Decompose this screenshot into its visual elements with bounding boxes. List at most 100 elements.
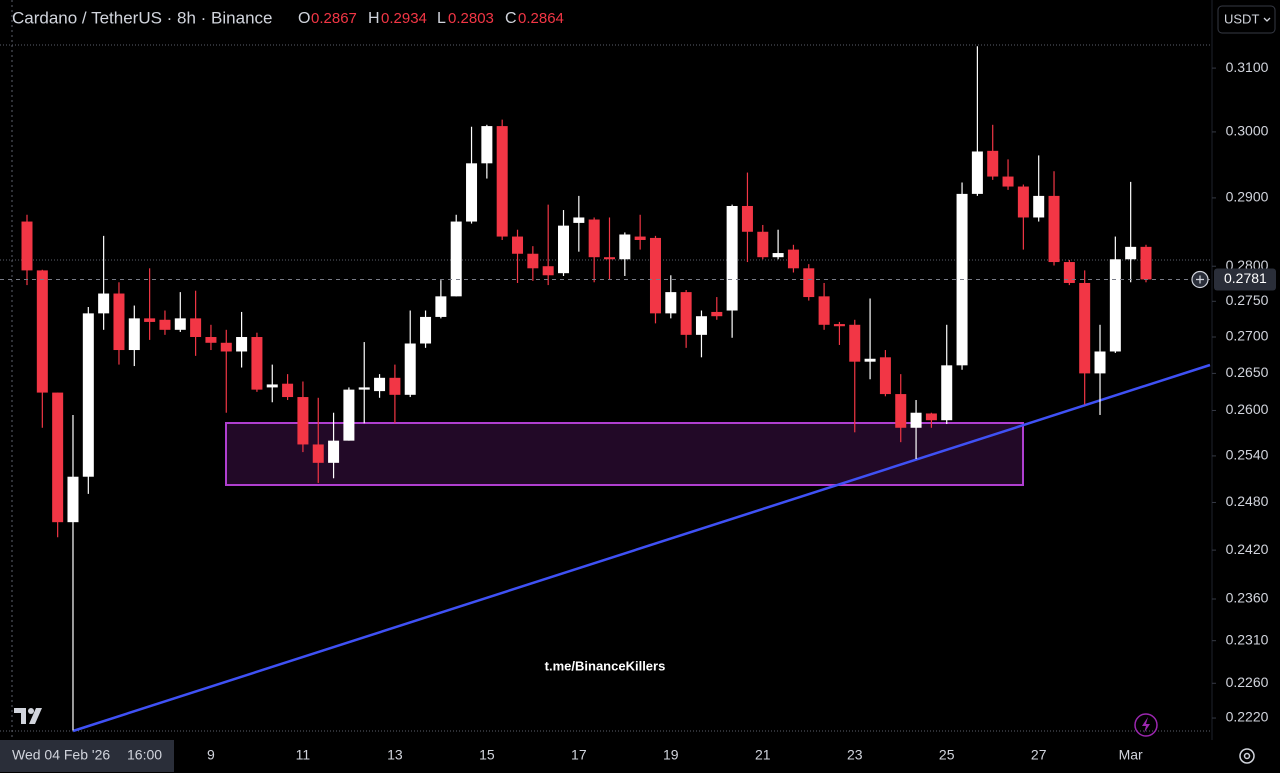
- candle-body: [144, 318, 156, 322]
- y-tick-label: 0.2220: [1226, 709, 1269, 725]
- trend-line[interactable]: [72, 363, 1211, 733]
- candle-body: [649, 237, 661, 314]
- y-tick-label: 0.2540: [1226, 447, 1269, 463]
- watermark: t.me/BinanceKillers: [545, 658, 666, 673]
- candle-body: [680, 292, 692, 335]
- candle-body: [297, 397, 309, 445]
- candle-body: [52, 392, 64, 523]
- plus-icon: [1196, 275, 1204, 284]
- candle-body: [910, 412, 922, 428]
- candle-body: [695, 316, 707, 335]
- candle-body: [573, 217, 585, 223]
- last-price-label: 0.2781: [1224, 270, 1267, 286]
- x-tick-label: 17: [571, 747, 587, 763]
- candle-body: [282, 383, 294, 398]
- candle-body: [818, 296, 830, 325]
- candle-body: [879, 357, 891, 395]
- candle-body: [220, 342, 232, 352]
- candle-body: [971, 151, 983, 194]
- ohlc-value: 0.2864: [518, 10, 564, 27]
- x-tick-label: 21: [755, 747, 771, 763]
- x-tick-label: 27: [1031, 747, 1047, 763]
- x-tick-label: 9: [207, 747, 215, 763]
- candle-body: [757, 231, 769, 258]
- currency-label[interactable]: USDT: [1224, 11, 1259, 26]
- y-tick-label: 0.2900: [1226, 189, 1269, 205]
- candles: [21, 46, 1152, 731]
- crosshair-date: Wed 04 Feb '26: [12, 747, 110, 763]
- crosshair-time: 16:00: [127, 747, 162, 763]
- candle-body: [21, 221, 33, 271]
- candle-body: [987, 150, 999, 177]
- candle-body: [358, 387, 370, 390]
- demand-zone[interactable]: [225, 422, 1024, 486]
- ohlc-value: 0.2867: [311, 10, 357, 27]
- candle-body: [67, 476, 79, 523]
- candle-body: [450, 221, 462, 297]
- candle-body: [328, 440, 340, 463]
- candle-body: [236, 337, 248, 352]
- candle-body: [1033, 195, 1045, 218]
- candle-body: [726, 205, 738, 311]
- candle-body: [374, 377, 386, 392]
- candle-body: [558, 225, 570, 274]
- y-tick-label: 0.2420: [1226, 541, 1269, 557]
- crosshair-date-box: [0, 740, 174, 772]
- candle-body: [542, 266, 554, 276]
- candle-body: [864, 358, 876, 362]
- y-tick-label: 0.2750: [1226, 292, 1269, 308]
- candle-body: [1048, 195, 1060, 263]
- candle-body: [603, 257, 615, 260]
- y-tick-label: 0.2360: [1226, 590, 1269, 606]
- candle-body: [711, 311, 723, 317]
- candle-body: [174, 318, 186, 330]
- candle-body: [925, 413, 937, 421]
- candle-body: [404, 343, 416, 395]
- candle-body: [82, 313, 94, 477]
- x-tick-label: 19: [663, 747, 679, 763]
- candle-body: [420, 316, 432, 344]
- ohlc-value: 0.2803: [448, 10, 494, 27]
- overlay: Cardano / TetherUS · 8h · Binance O 0.28…: [0, 5, 1276, 772]
- y-tick-label: 0.2310: [1226, 631, 1269, 647]
- settings-button[interactable]: [1239, 748, 1255, 764]
- candle-body: [312, 444, 324, 463]
- x-tick-label: 23: [847, 747, 863, 763]
- ohlc-value: 0.2934: [381, 10, 427, 27]
- candle-body: [1140, 246, 1152, 280]
- candle-body: [113, 293, 125, 351]
- candle-body: [787, 249, 799, 269]
- candle-body: [190, 318, 202, 338]
- candle-body: [665, 292, 677, 314]
- x-tick-label: Mar: [1119, 747, 1143, 763]
- candle-body: [634, 236, 646, 240]
- x-tick-label: 15: [479, 747, 495, 763]
- x-tick-label: 13: [387, 747, 403, 763]
- ohlc-label: O: [298, 10, 310, 27]
- candle-body: [849, 324, 861, 362]
- candle-body: [619, 234, 631, 260]
- candle-body: [527, 253, 539, 269]
- candle-body: [941, 365, 953, 421]
- y-tick-label: 0.2600: [1226, 401, 1269, 417]
- y-tick-label: 0.2260: [1226, 674, 1269, 690]
- candle-body: [512, 236, 524, 254]
- candle-body: [128, 318, 140, 351]
- last-price-badge: [1214, 268, 1276, 291]
- candle-body: [466, 163, 478, 222]
- y-tick-label: 0.3000: [1226, 123, 1269, 139]
- chevron-icon: [1263, 17, 1271, 22]
- x-tick-label: 25: [939, 747, 955, 763]
- candle-body: [588, 219, 600, 258]
- lightning-button[interactable]: [1134, 713, 1158, 737]
- currency-button[interactable]: [1217, 5, 1276, 34]
- candle-body: [481, 126, 493, 164]
- symbol-title[interactable]: Cardano / TetherUS · 8h · Binance: [12, 8, 273, 27]
- candle-body: [1125, 246, 1137, 260]
- y-tick-label: 0.2650: [1226, 364, 1269, 380]
- candle-body: [1063, 262, 1075, 283]
- candle-body: [496, 126, 508, 237]
- candle-body: [803, 268, 815, 298]
- candle-body: [343, 389, 355, 441]
